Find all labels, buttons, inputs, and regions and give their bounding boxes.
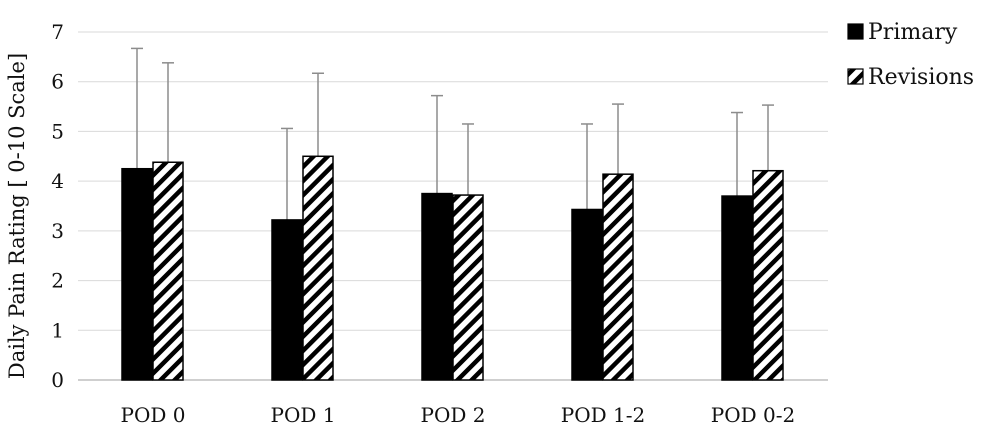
x-tick-label: POD 1-2 <box>561 403 645 427</box>
labels: 0 1 2 3 4 5 6 7 POD 0 POD 1 POD 2 POD 1-2 POD 0-2 <box>51 20 795 427</box>
bar-revisions <box>302 155 334 381</box>
bar-primary <box>721 195 753 381</box>
y-tick-label: 3 <box>51 219 64 243</box>
legend-swatch-primary <box>847 23 864 40</box>
y-tick-label: 5 <box>51 119 64 143</box>
bar-primary <box>271 219 303 381</box>
bar-revisions <box>602 173 634 381</box>
x-tick-label: POD 0 <box>121 403 186 427</box>
y-tick-label: 0 <box>51 368 64 392</box>
y-tick-label: 1 <box>51 318 64 342</box>
error-bars <box>131 47 774 220</box>
x-tick-label: POD 2 <box>421 403 486 427</box>
bar-revisions <box>452 194 484 381</box>
legend: Primary Revisions <box>847 20 974 90</box>
y-tick-label: 6 <box>51 70 64 94</box>
y-tick-label: 2 <box>51 269 64 293</box>
bar-revisions <box>152 161 184 381</box>
y-axis-label: Daily Pain Rating [ 0-10 Scale] <box>5 53 29 379</box>
bars <box>121 155 784 381</box>
y-tick-label: 7 <box>51 20 64 44</box>
y-tick-label: 4 <box>51 169 64 193</box>
legend-label-primary: Primary <box>868 20 958 45</box>
bar-primary <box>421 192 453 381</box>
bar-revisions <box>752 169 784 381</box>
x-tick-label: POD 1 <box>271 403 336 427</box>
bar-primary <box>121 167 153 381</box>
legend-label-revisions: Revisions <box>868 65 974 90</box>
legend-swatch-revisions <box>847 68 864 85</box>
x-tick-label: POD 0-2 <box>711 403 795 427</box>
bar-primary <box>571 208 603 381</box>
